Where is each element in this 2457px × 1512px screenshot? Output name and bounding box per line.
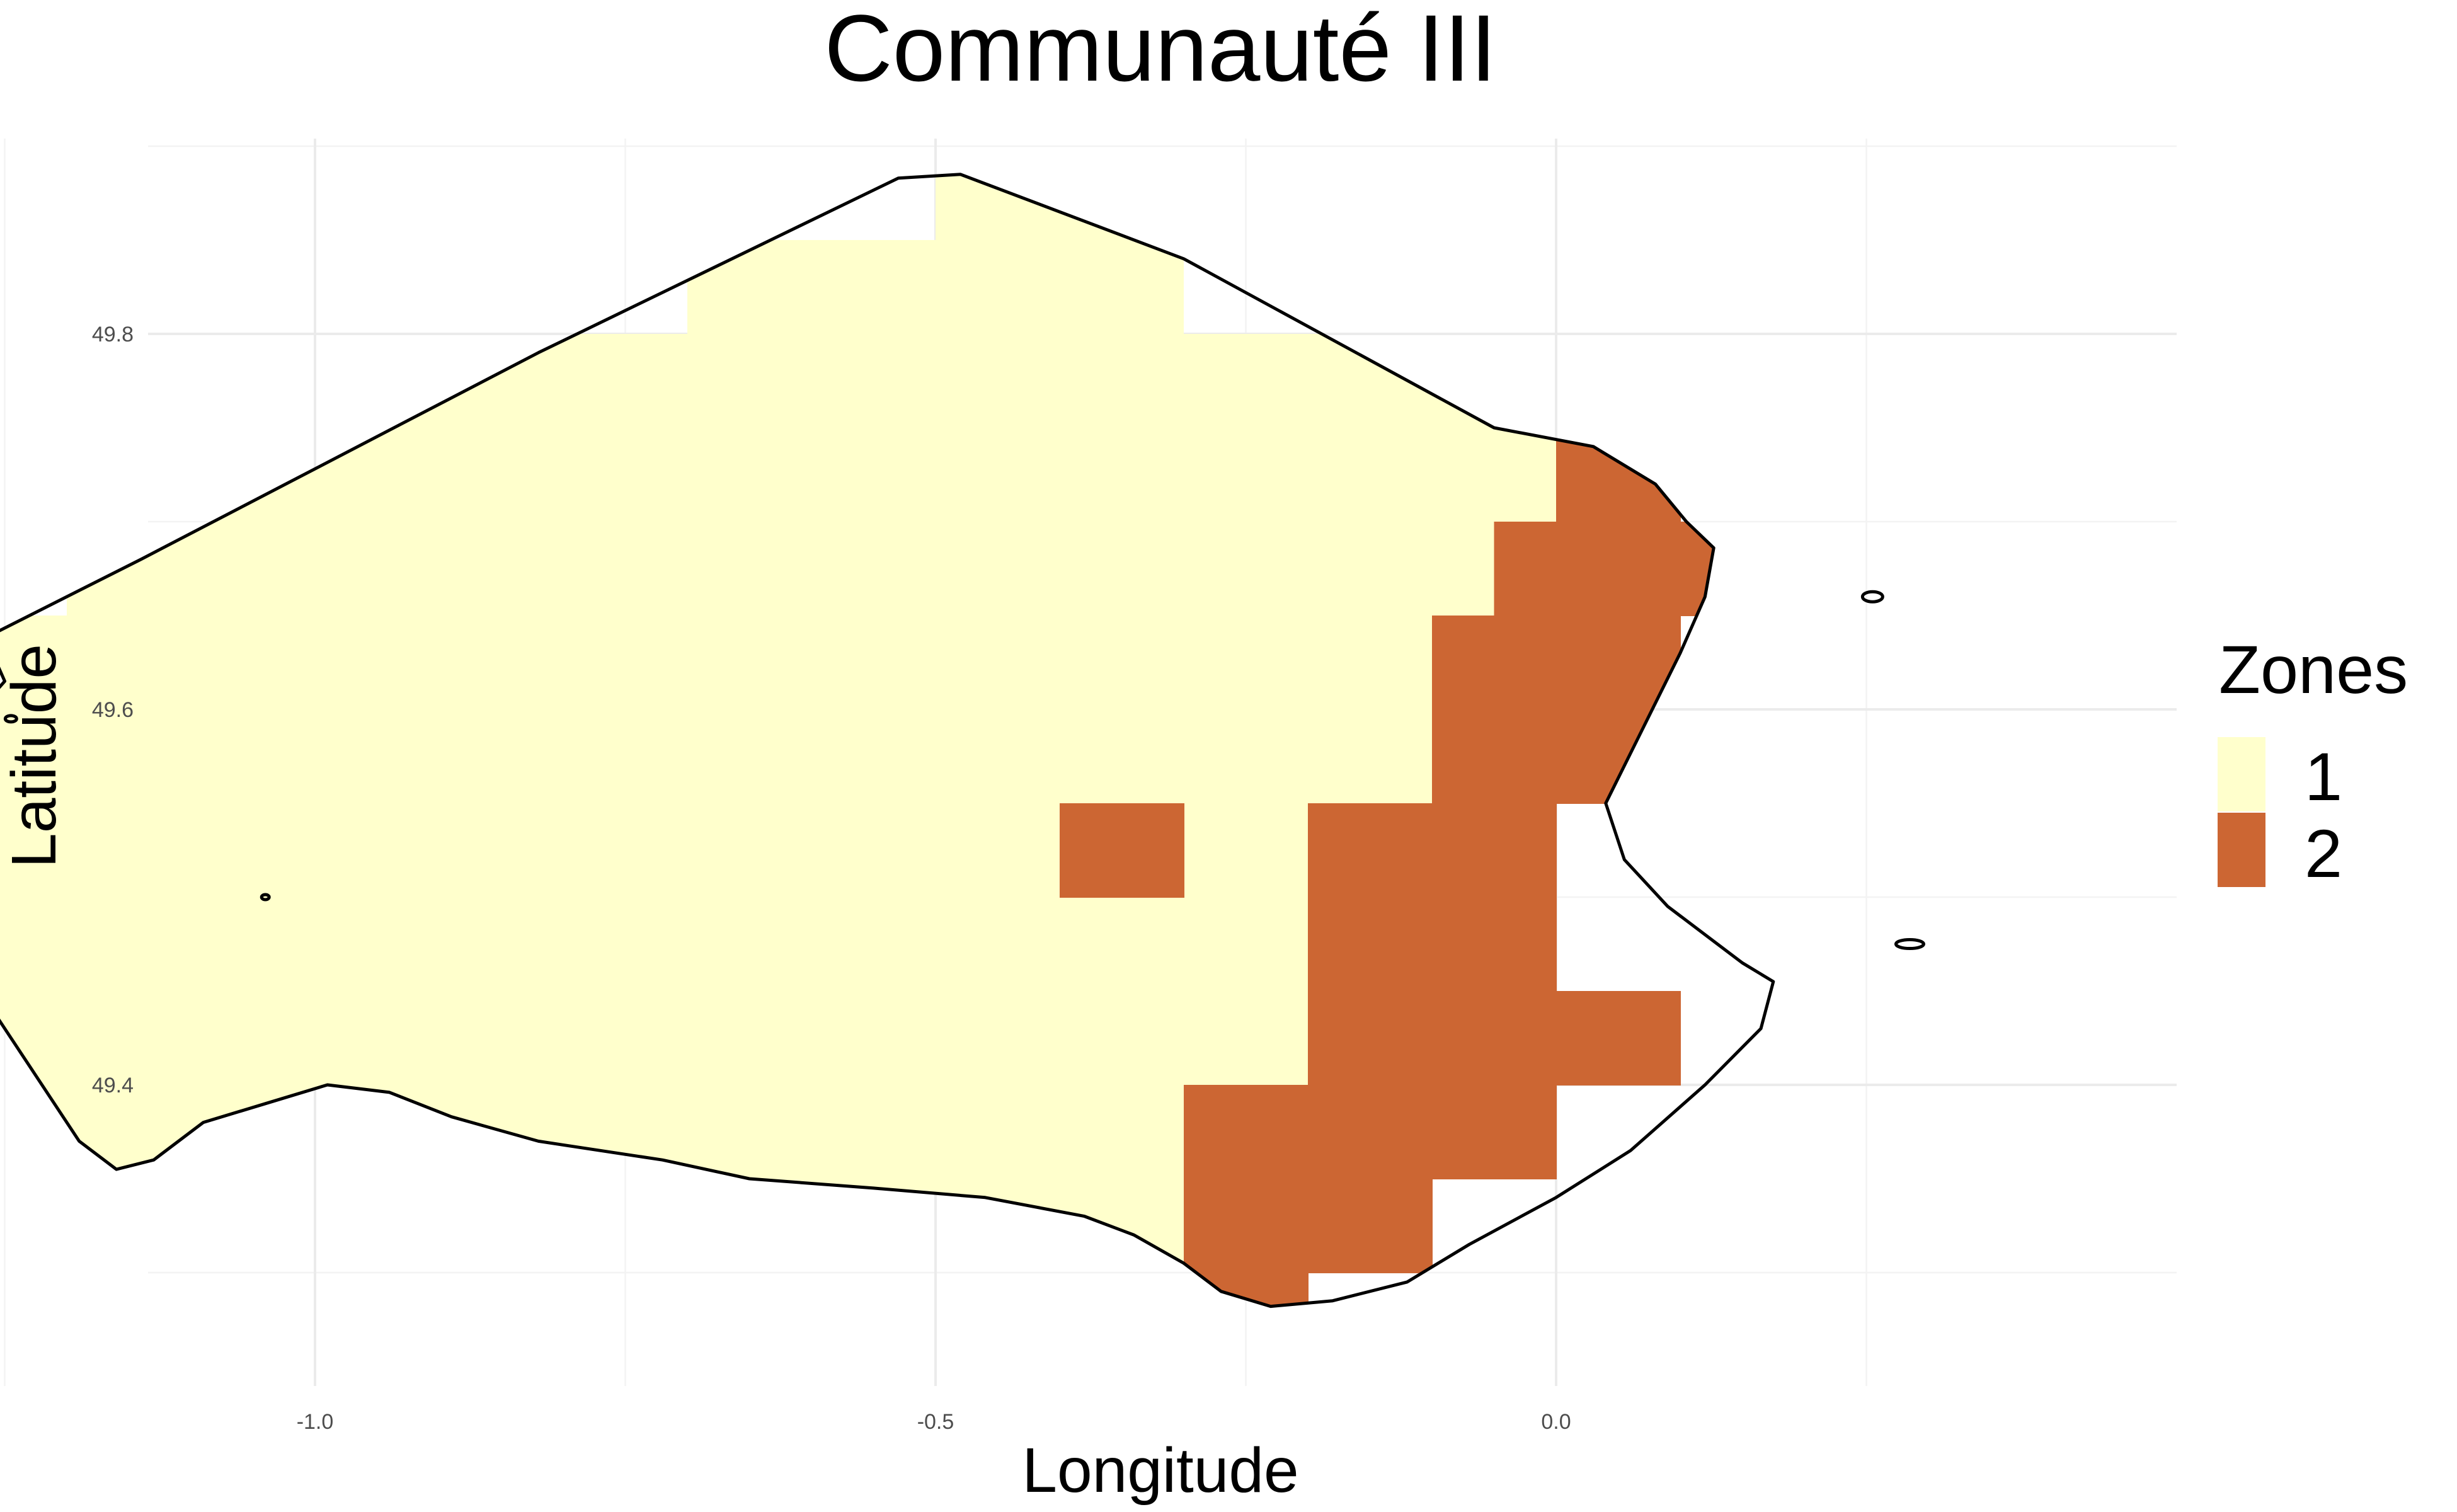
- x-tick-label: 0.0: [1541, 1410, 1571, 1434]
- zone-2-cell: [1308, 991, 1433, 1085]
- zone-2-cell: [1432, 616, 1557, 710]
- zone-2-cell: [1308, 1179, 1433, 1273]
- y-tick-label: 49.8: [92, 323, 134, 346]
- legend-title: Zones: [2219, 631, 2408, 707]
- y-tick-label: 49.4: [92, 1074, 134, 1097]
- x-axis-ticks: -1.0 -0.5 0.0: [297, 1410, 1571, 1434]
- y-axis-ticks: 49.4 49.6 49.8: [92, 323, 134, 1097]
- zone-2-cell: [1432, 897, 1557, 992]
- legend-label-zone-2: 2: [2305, 815, 2342, 891]
- x-tick-label: -0.5: [917, 1410, 954, 1434]
- zone-1-cell-row: [687, 240, 1184, 335]
- zone-1-cell-row: [0, 991, 1308, 1085]
- zone-1-cell-row: [0, 616, 1556, 710]
- zone-2-cell: [1494, 522, 1619, 616]
- zone-2-cell: [1556, 991, 1681, 1085]
- islet-1: [3, 714, 18, 724]
- islet-2: [260, 893, 271, 902]
- chart-title: Communauté III: [824, 0, 1496, 101]
- legend-label-zone-1: 1: [2305, 738, 2342, 815]
- zone-2-cell: [1308, 1085, 1433, 1179]
- zone-1-cell-row: [0, 897, 1432, 992]
- islet-4: [1894, 938, 1925, 950]
- zone-2-cell: [1060, 803, 1184, 898]
- x-axis-title: Longitude: [1022, 1435, 1298, 1506]
- coastline-outline: [0, 173, 1775, 1309]
- zone-2-cell: [1184, 1179, 1309, 1273]
- coastal-islets: [3, 590, 1925, 950]
- legend-swatch-zone-2: [2218, 813, 2265, 887]
- zone-1-cell-row: [191, 428, 1680, 522]
- zone-2-cell: [1308, 897, 1433, 992]
- zone-2-cell: [1432, 803, 1557, 898]
- zone-2-cell: [1308, 803, 1433, 898]
- zone-2-cell: [1432, 991, 1557, 1085]
- zone-2-cell: [1184, 1085, 1309, 1179]
- legend: Zones 1 2: [2218, 631, 2408, 891]
- zone-1-cell-row: [67, 522, 1556, 616]
- zone-2-cell: [1432, 1085, 1557, 1179]
- x-tick-label: -1.0: [297, 1410, 334, 1434]
- zone-1-cell-row: [0, 803, 1432, 898]
- zone-2-cell: [1432, 709, 1557, 804]
- zone-1-cell-row: [0, 709, 1432, 804]
- y-tick-label: 49.6: [92, 698, 134, 722]
- legend-swatch-zone-1: [2218, 737, 2265, 811]
- y-axis-title: Latitude: [0, 644, 69, 868]
- islet-3: [1860, 590, 1884, 604]
